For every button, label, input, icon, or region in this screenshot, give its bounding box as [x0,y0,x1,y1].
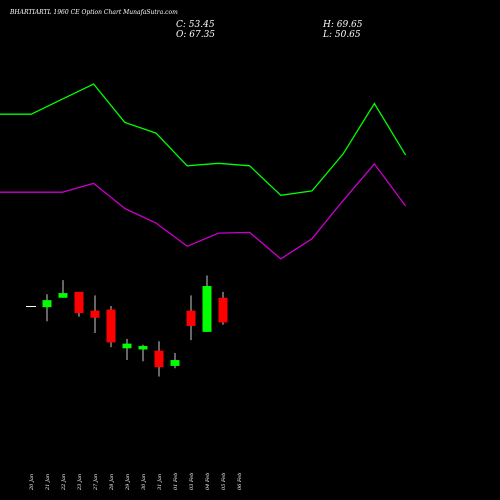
high-price-label: H: 69.65 [323,20,363,30]
candle [26,306,36,307]
x-tick-label: 04 Feb [205,473,211,490]
x-tick-label: 06 Feb [237,473,243,490]
open-price-label: O: 67.35 [176,30,216,40]
x-tick-label: 31 Jan [157,474,163,490]
x-tick-label: 23 Jan [77,474,83,491]
candle-body [26,306,36,307]
x-tick-label: 30 Jan [141,474,147,490]
x-tick-label: 22 Jan [61,474,67,491]
candle [90,295,100,334]
x-tick-label: 28 Jan [109,474,115,491]
x-tick-label: 21 Jan [45,474,51,491]
candle-body [106,309,116,343]
candle [42,294,52,322]
candle [186,295,196,341]
upper-band-line [0,83,407,196]
chart-title: BHARTIARTL 1960 CE Option Chart MunafaSu… [10,9,178,16]
candle [74,291,84,317]
candle-body [58,293,68,298]
x-tick-label: 03 Feb [189,473,195,490]
candle-body [202,286,212,332]
low-price-label: L: 50.65 [323,30,361,40]
candle-body [42,300,52,308]
candle-body [90,310,100,318]
close-price-label: C: 53.45 [176,20,215,30]
candle [154,341,164,377]
x-tick-label: 29 Jan [125,474,131,491]
x-tick-label: 27 Jan [93,474,99,491]
lower-band-line [0,162,407,260]
candle-body [218,297,228,323]
candle [218,291,228,325]
x-axis: 20 Jan 21 Jan 22 Jan 23 Jan 27 Jan 28 Jan 29 J… [29,473,243,491]
candle [122,338,132,361]
x-tick-label: 20 Jan [29,474,35,491]
candle [170,353,180,369]
candle [58,280,68,298]
candle [202,275,212,332]
candle-body [138,345,148,350]
candles [26,275,228,377]
x-tick-label: 01 Feb [173,473,179,490]
candle [138,344,148,362]
x-tick-label: 05 Feb [221,473,227,490]
band-lines [0,83,407,260]
candle-body [186,310,196,326]
candle [106,306,116,348]
candle-body [154,350,164,368]
candle-body [122,343,132,349]
candle-body [74,291,84,314]
candle-body [170,360,180,366]
